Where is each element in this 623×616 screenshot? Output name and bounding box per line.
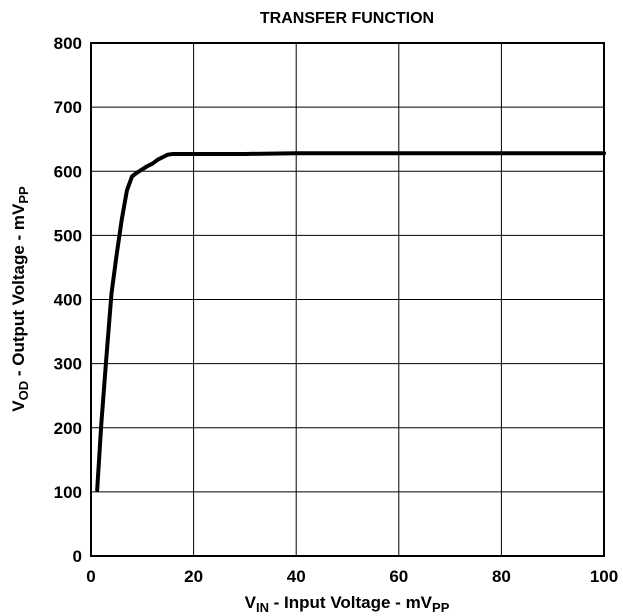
x-axis-label-subscript: IN xyxy=(256,600,269,615)
x-tick-label: 20 xyxy=(184,567,203,586)
y-tick-label: 300 xyxy=(54,355,82,374)
x-tick-label: 60 xyxy=(389,567,408,586)
y-axis-label-unit-subscript: PP xyxy=(16,186,31,204)
x-tick-label: 80 xyxy=(492,567,511,586)
x-tick-label: 40 xyxy=(287,567,306,586)
y-tick-label: 600 xyxy=(54,162,82,181)
x-axis-label-middle: - Input Voltage - mV xyxy=(269,593,433,612)
y-tick-label: 800 xyxy=(54,34,82,53)
y-axis-label-subscript: OD xyxy=(16,381,31,401)
y-axis-label-middle: - Output Voltage - mV xyxy=(9,203,28,381)
transfer-function-line xyxy=(95,151,606,492)
y-tick-label: 500 xyxy=(54,226,82,245)
y-tick-label: 0 xyxy=(73,547,82,566)
x-tick-label: 100 xyxy=(590,567,618,586)
tick-layer: 0 20 40 60 80 100 0 100 200 300 400 500 600 700 800 xyxy=(54,34,619,586)
x-axis-label-main: V xyxy=(245,593,257,612)
plot-frame xyxy=(90,42,605,557)
x-axis-label: VIN - Input Voltage - mVPP xyxy=(245,593,450,615)
x-tick-label: 0 xyxy=(86,567,95,586)
y-tick-label: 400 xyxy=(54,291,82,310)
line-layer xyxy=(95,151,606,492)
grid-layer xyxy=(91,43,604,556)
chart-title: TRANSFER FUNCTION xyxy=(260,10,434,27)
x-axis-label-unit-subscript: PP xyxy=(432,600,450,615)
y-tick-label: 700 xyxy=(54,98,82,117)
y-axis-label: VOD - Output Voltage - mVPP xyxy=(9,186,31,412)
y-axis-label-main: V xyxy=(9,400,28,412)
y-tick-label: 100 xyxy=(54,483,82,502)
y-tick-label: 200 xyxy=(54,419,82,438)
